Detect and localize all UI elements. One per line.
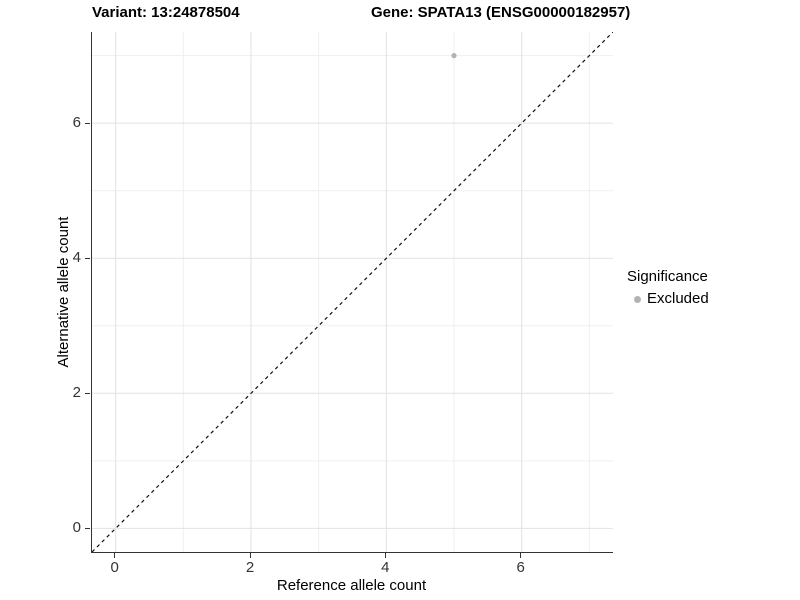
variant-title: Variant: 13:24878504 bbox=[92, 4, 240, 21]
legend-item-excluded: Excluded bbox=[627, 289, 709, 309]
x-tick-label: 6 bbox=[516, 559, 525, 576]
plot-panel bbox=[91, 32, 613, 553]
excluded-point-icon bbox=[634, 295, 641, 303]
identity-dashed-line bbox=[92, 32, 613, 552]
x-tick-label: 4 bbox=[381, 559, 390, 576]
gene-title: Gene: SPATA13 (ENSG00000182957) bbox=[371, 4, 631, 21]
legend: Significance Excluded bbox=[627, 266, 709, 309]
x-tick-label: 2 bbox=[245, 559, 255, 576]
x-tick-mark bbox=[384, 553, 386, 558]
x-tick-mark bbox=[114, 553, 116, 558]
y-tick-mark bbox=[85, 527, 90, 529]
y-tick-label: 2 bbox=[72, 384, 81, 402]
y-tick-mark bbox=[85, 257, 90, 259]
y-tick-label: 6 bbox=[72, 114, 81, 132]
legend-item-label: Excluded bbox=[647, 290, 709, 307]
y-tick-mark bbox=[85, 122, 90, 124]
y-tick-label: 0 bbox=[72, 519, 81, 537]
x-tick-mark bbox=[520, 553, 522, 558]
x-tick-mark bbox=[249, 553, 251, 558]
y-tick-label: 4 bbox=[72, 249, 81, 267]
legend-title: Significance bbox=[627, 268, 708, 285]
x-axis-title: Reference allele count bbox=[276, 577, 427, 594]
plot-canvas bbox=[92, 32, 613, 552]
y-tick-mark bbox=[85, 392, 90, 394]
x-tick-label: 0 bbox=[110, 559, 119, 576]
data-point bbox=[451, 53, 457, 59]
